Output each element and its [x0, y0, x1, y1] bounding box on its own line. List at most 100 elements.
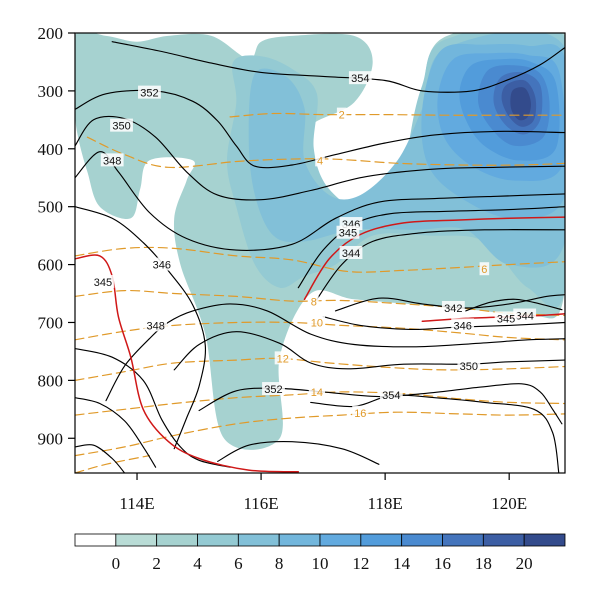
- y-tick-label-500: 500: [38, 198, 64, 217]
- solid-contour-label-bg-4: [150, 257, 174, 271]
- dashed-contour-label-bg-5: [274, 351, 291, 365]
- solid-contour-354-0: [111, 41, 565, 93]
- dashed-contour-label-bg-3: [308, 294, 319, 308]
- solid-contour-17: [217, 440, 380, 465]
- solid-contour-label-7: 342: [444, 303, 462, 315]
- solid-contour-344-6: [316, 229, 565, 300]
- dashed-contour-label-7: 16: [354, 408, 366, 420]
- solid-contour-label-0: 354: [351, 73, 369, 85]
- plot-frame: [74, 32, 566, 474]
- y-tick-label-200: 200: [38, 24, 64, 43]
- solid-contour-label-10: 348: [146, 320, 164, 332]
- y-tick-label-300: 300: [38, 82, 64, 101]
- colorbar-label-20: 20: [516, 554, 533, 573]
- dashed-contour-16-7: [75, 411, 565, 457]
- solid-contour-label-bg-6: [339, 246, 363, 259]
- solid-contour-14: [75, 347, 231, 468]
- solid-contour-348-10: [105, 303, 565, 402]
- colorbar-swatch-11: [523, 533, 566, 547]
- solid-contour-label-bg-7: [441, 301, 465, 314]
- dashed-contour-label-bg-1: [315, 153, 325, 167]
- dashed-contour-label-6: 14: [311, 387, 323, 399]
- colorbar-swatch-6: [319, 533, 362, 547]
- highlight-contour-label-bg-0: [91, 274, 115, 288]
- y-axis: 200 300 400 500 600 700 800 900: [38, 24, 75, 448]
- highlight-contour-label-2: 345: [497, 313, 515, 325]
- highlight-contour-label-1: 345: [339, 228, 357, 240]
- colorbar-label-18: 18: [475, 554, 492, 573]
- dashed-contour-8: [75, 455, 150, 473]
- shaded-region-20: [510, 87, 531, 121]
- dashed-contour-label-bg-7: [352, 405, 369, 419]
- colorbar-swatch-8: [401, 533, 443, 547]
- plot-area: 2468101214163543523503483463463443423443…: [74, 32, 566, 474]
- highlight-contour-345-0: [75, 254, 300, 473]
- solid-contour-label-bg-12: [262, 382, 285, 396]
- dashed-contour-label-bg-4: [308, 315, 325, 329]
- colorbar-label-10: 10: [312, 554, 329, 573]
- solid-contour-346-9: [322, 316, 565, 330]
- solid-contour-label-bg-2: [110, 118, 133, 132]
- solid-contour-342-7: [334, 294, 565, 312]
- solid-contour-label-bg-3: [100, 153, 124, 167]
- y-tick-label-400: 400: [38, 140, 64, 159]
- dashed-contour-label-1: 4: [317, 155, 323, 167]
- solid-contour-label-11: 350: [460, 361, 478, 373]
- solid-contour-label-bg-1: [138, 85, 161, 99]
- colorbar-label-4: 4: [193, 554, 202, 573]
- solid-contour-350-2: [75, 115, 565, 201]
- colorbar-swatch-10: [482, 533, 525, 547]
- contour-label-layer: 2468101214163543523503483463463443423443…: [91, 71, 537, 420]
- colorbar-label-12: 12: [352, 554, 369, 573]
- colorbar-swatch-4: [237, 533, 280, 547]
- dashed-contour-label-4: 10: [311, 317, 323, 329]
- solid-contour-label-bg-9: [451, 318, 475, 332]
- colorbar-label-6: 6: [234, 554, 243, 573]
- x-axis: 114E 116E 118E 120E: [119, 473, 527, 513]
- solid-contour-label-1: 352: [140, 88, 158, 100]
- colorbar-swatch-7: [360, 533, 403, 547]
- dashed-contour-label-2: 6: [481, 264, 487, 276]
- solid-contour-348-3: [75, 151, 565, 251]
- dashed-contour-12-5: [75, 357, 565, 381]
- solid-contour-label-8: 344: [516, 311, 534, 323]
- solid-contour-label-3: 348: [103, 155, 121, 167]
- colorbar-swatch-2: [156, 533, 198, 547]
- solid-contour-346-4: [75, 206, 207, 450]
- highlight-contour-label-bg-1: [336, 225, 360, 239]
- solid-contour-344-8: [465, 298, 563, 312]
- solid-contour-16: [75, 444, 126, 473]
- y-tick-label-800: 800: [38, 371, 64, 390]
- dashed-contour-4-1: [86, 136, 565, 169]
- solid-contour-label-bg-0: [348, 71, 372, 85]
- solid-contour-label-6: 344: [342, 248, 360, 260]
- colorbar: 0 2 4 6 8 10 12 14 16 18 20: [74, 533, 566, 573]
- highlight-contour-345-1: [303, 216, 565, 301]
- dashed-contour-label-3: 8: [311, 297, 317, 309]
- colorbar-swatch-9: [442, 533, 484, 547]
- highlight-contour-label-0: 345: [94, 277, 112, 289]
- solid-contour-label-12: 352: [264, 384, 282, 396]
- colorbar-swatch-1: [115, 533, 158, 547]
- solid-contour-label-bg-11: [457, 358, 481, 372]
- colorbar-swatch-5: [278, 533, 321, 547]
- solid-contour-346-5: [297, 206, 565, 289]
- y-tick-label-900: 900: [38, 429, 64, 448]
- solid-contour-label-bg-13: [379, 387, 403, 401]
- highlight-contour-label-bg-2: [494, 311, 518, 325]
- colorbar-label-2: 2: [152, 554, 161, 573]
- y-tick-label-700: 700: [38, 313, 64, 332]
- solid-contour-label-bg-10: [144, 318, 168, 332]
- colorbar-swatch-3: [197, 533, 239, 547]
- x-tick-label-116E: 116E: [243, 494, 278, 513]
- colorbar-label-16: 16: [434, 554, 451, 573]
- solid-contour-label-2: 350: [112, 121, 130, 133]
- solid-contour-label-4: 346: [153, 260, 171, 272]
- solid-contour-label-13: 354: [382, 390, 400, 402]
- solid-contour-15: [75, 397, 157, 468]
- y-tick-label-600: 600: [38, 256, 64, 275]
- dashed-contour-2-0: [229, 112, 565, 118]
- solid-contour-label-9: 346: [453, 320, 471, 332]
- solid-contour-layer: [75, 41, 565, 473]
